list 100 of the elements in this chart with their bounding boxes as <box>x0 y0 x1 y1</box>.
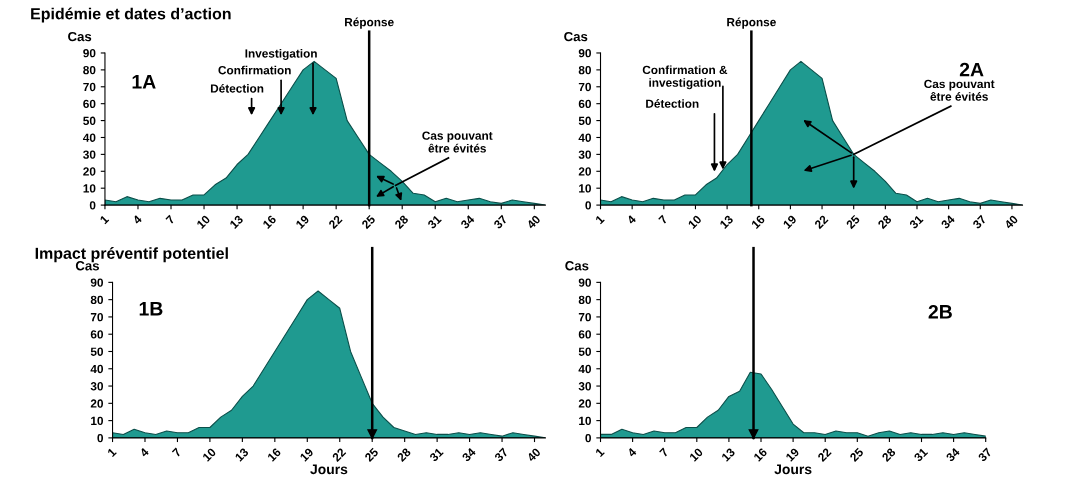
x-tick-label: 4 <box>132 214 143 225</box>
x-tick-label: 22 <box>814 214 829 230</box>
x-tick-label: 4 <box>626 447 638 458</box>
x-tick-label: 19 <box>785 447 800 462</box>
x-tick-label: 10 <box>202 447 217 462</box>
x-tick-label: 37 <box>493 447 509 463</box>
y-tick-label: 90 <box>90 278 104 287</box>
y-tick-label: 80 <box>578 295 591 305</box>
x-tick-label: 13 <box>234 447 249 462</box>
x-tick-label: 22 <box>331 447 347 462</box>
x-tick-label: 22 <box>328 214 343 230</box>
x-tick-label: 40 <box>1003 214 1019 230</box>
y-tick-label: 20 <box>578 399 591 408</box>
x-tick-label: 37 <box>977 447 993 463</box>
y-tick-label: 30 <box>90 382 104 391</box>
x-tick-label: 31 <box>913 447 929 463</box>
y-axis-title: Cas <box>564 31 588 42</box>
x-tick-label: 1 <box>107 447 117 458</box>
y-tick-label: 80 <box>578 65 591 75</box>
y-tick-label: 0 <box>89 201 96 210</box>
y-tick-label: 20 <box>90 399 104 408</box>
x-tick-label: 28 <box>396 447 412 463</box>
x-tick-label: 19 <box>295 214 310 230</box>
x-tick-label: 25 <box>361 214 376 230</box>
x-tick-label: 4 <box>626 214 637 225</box>
x-tick-label: 10 <box>687 214 702 230</box>
y-tick-label: 10 <box>83 184 96 193</box>
x-tick-label: 1 <box>595 447 605 458</box>
y-axis-title: Cas <box>68 31 92 42</box>
chart-title: Epidémie et dates d’action <box>31 7 231 23</box>
y-tick-label: 50 <box>83 116 96 125</box>
x-tick-label: 16 <box>750 214 766 230</box>
y-tick-label: 70 <box>578 312 591 322</box>
annotation: 2B <box>928 304 952 319</box>
y-tick-label: 30 <box>83 150 96 159</box>
x-tick-label: 28 <box>881 447 897 463</box>
y-tick-label: 80 <box>90 295 104 305</box>
x-tick-label: 25 <box>849 447 864 463</box>
annotation: Détection <box>210 83 264 93</box>
annotation: 1A <box>132 75 156 89</box>
annotation: Cas pouvant être évités <box>422 131 493 153</box>
y-tick-label: 40 <box>82 133 96 142</box>
x-tick-label: 37 <box>493 214 508 230</box>
y-tick-label: 50 <box>578 347 591 356</box>
annotation: Investigation <box>245 48 317 61</box>
x-axis-title: Jours <box>774 464 812 475</box>
y-tick-label: 0 <box>585 201 591 210</box>
x-tick-label: 34 <box>940 214 956 230</box>
x-tick-label: 7 <box>165 214 176 225</box>
x-tick-label: 7 <box>658 214 668 225</box>
y-tick-label: 80 <box>83 65 96 75</box>
x-tick-label: 10 <box>196 214 211 230</box>
y-tick-label: 60 <box>83 99 96 109</box>
y-tick-label: 60 <box>90 330 104 339</box>
y-axis-title: Cas <box>565 261 589 271</box>
y-tick-label: 90 <box>578 49 591 58</box>
y-tick-label: 60 <box>578 330 591 339</box>
x-tick-label: 13 <box>229 214 244 230</box>
x-tick-label: 25 <box>364 447 379 463</box>
x-tick-label: 19 <box>782 214 797 230</box>
y-axis-title: Cas <box>75 261 99 271</box>
y-tick-label: 90 <box>83 49 96 58</box>
y-tick-label: 10 <box>579 184 591 193</box>
x-tick-label: 13 <box>719 214 734 230</box>
x-tick-label: 10 <box>689 447 704 462</box>
x-tick-label: 4 <box>139 447 150 458</box>
y-tick-label: 70 <box>83 82 96 92</box>
y-tick-label: 40 <box>90 364 104 374</box>
x-tick-label: 40 <box>526 447 542 463</box>
x-tick-label: 16 <box>267 447 282 462</box>
y-tick-label: 70 <box>90 312 104 322</box>
y-tick-label: 40 <box>578 133 591 142</box>
y-tick-label: 20 <box>578 167 591 176</box>
ref-line-label: Réponse <box>345 17 394 29</box>
y-tick-label: 50 <box>90 347 104 356</box>
x-tick-label: 37 <box>972 214 987 230</box>
x-tick-label: 19 <box>299 447 314 462</box>
y-tick-label: 0 <box>97 433 104 443</box>
y-tick-label: 90 <box>578 278 591 287</box>
x-tick-label: 25 <box>845 214 861 230</box>
x-tick-label: 22 <box>817 447 832 462</box>
y-tick-label: 30 <box>578 150 591 159</box>
x-tick-label: 34 <box>945 447 961 463</box>
x-tick-label: 31 <box>908 214 924 230</box>
x-tick-label: 31 <box>427 214 442 230</box>
y-tick-label: 70 <box>578 82 591 92</box>
x-tick-label: 7 <box>659 447 669 458</box>
x-tick-label: 28 <box>394 214 409 230</box>
x-tick-label: 1 <box>99 214 110 225</box>
chart-title: Impact préventif potentiel <box>35 247 228 263</box>
annotation: 1B <box>139 302 163 316</box>
x-tick-label: 28 <box>877 214 892 230</box>
y-tick-label: 60 <box>578 99 591 109</box>
y-tick-label: 30 <box>578 382 591 391</box>
y-tick-label: 10 <box>91 416 104 425</box>
x-tick-label: 1 <box>595 214 605 225</box>
y-tick-label: 10 <box>579 416 591 425</box>
x-tick-label: 40 <box>526 214 541 230</box>
x-tick-label: 16 <box>262 214 277 230</box>
y-tick-label: 20 <box>83 167 96 176</box>
